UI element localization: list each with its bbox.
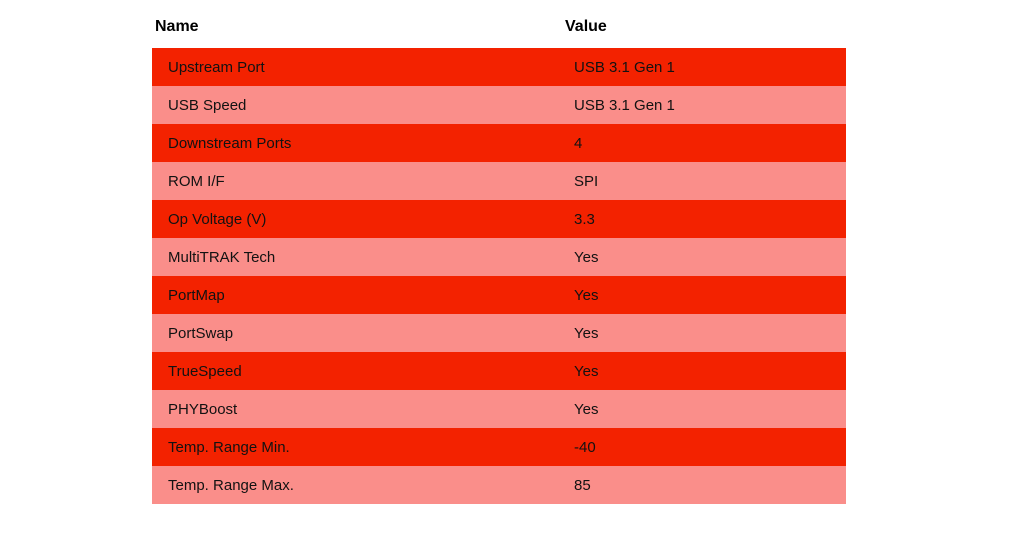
spec-table: Name Value Upstream Port USB 3.1 Gen 1 USB… (152, 6, 846, 504)
row-value-cell: Yes (574, 286, 599, 304)
row-name-cell: Temp. Range Min. (168, 438, 290, 456)
table-row: Temp. Range Min. -40 (152, 428, 846, 466)
row-value-cell: USB 3.1 Gen 1 (574, 96, 675, 114)
row-value-cell: USB 3.1 Gen 1 (574, 58, 675, 76)
table-row: PortSwap Yes (152, 314, 846, 352)
table-header-row: Name Value (152, 6, 846, 48)
table-row: TrueSpeed Yes (152, 352, 846, 390)
row-name-cell: PortSwap (168, 324, 234, 342)
row-name-cell: Upstream Port (168, 58, 265, 76)
row-value-cell: SPI (574, 172, 599, 190)
column-header-value: Value (565, 18, 607, 35)
table-row: ROM I/F SPI (152, 162, 846, 200)
table-row: Upstream Port USB 3.1 Gen 1 (152, 48, 846, 86)
table-row: MultiTRAK Tech Yes (152, 238, 846, 276)
row-value-cell: 4 (574, 134, 583, 152)
row-value-cell: 3.3 (574, 210, 595, 228)
row-name-cell: Temp. Range Max. (168, 476, 294, 494)
row-value-cell: Yes (574, 362, 599, 380)
table-row: PHYBoost Yes (152, 390, 846, 428)
row-name-cell: USB Speed (168, 96, 247, 114)
row-value-cell: 85 (574, 476, 591, 494)
row-name-cell: PHYBoost (168, 400, 238, 418)
row-name-cell: PortMap (168, 286, 225, 304)
row-name-cell: MultiTRAK Tech (168, 248, 276, 266)
table-row: Downstream Ports 4 (152, 124, 846, 162)
row-name-cell: Op Voltage (V) (168, 210, 267, 228)
column-header-name: Name (155, 18, 199, 35)
row-value-cell: -40 (574, 438, 596, 456)
row-value-cell: Yes (574, 400, 599, 418)
row-name-cell: ROM I/F (168, 172, 225, 190)
table-body: Upstream Port USB 3.1 Gen 1 USB Speed USB 3… (152, 48, 846, 504)
table-row: Op Voltage (V) 3.3 (152, 200, 846, 238)
table-row: PortMap Yes (152, 276, 846, 314)
table-row: Temp. Range Max. 85 (152, 466, 846, 504)
row-value-cell: Yes (574, 248, 599, 266)
row-name-cell: TrueSpeed (168, 362, 242, 380)
table-row: USB Speed USB 3.1 Gen 1 (152, 86, 846, 124)
row-value-cell: Yes (574, 324, 599, 342)
row-name-cell: Downstream Ports (168, 134, 292, 152)
